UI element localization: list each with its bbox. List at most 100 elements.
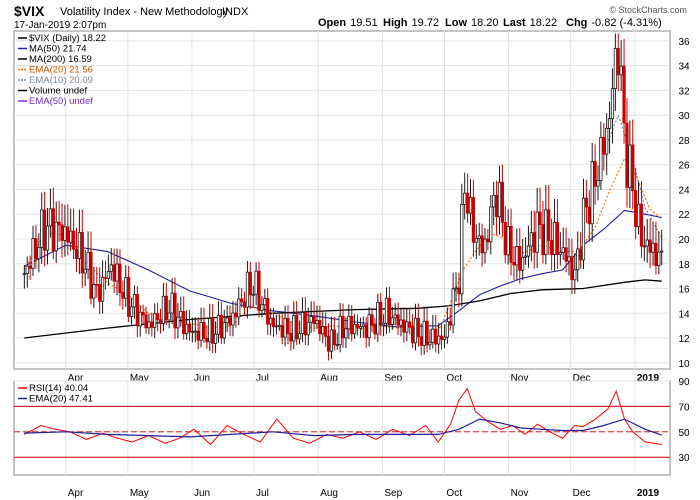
price-candle-body (63, 226, 67, 241)
price-candle-body (338, 315, 342, 345)
price-candle-body (292, 315, 296, 342)
price-candle-body (532, 232, 536, 253)
price-candle-body (445, 321, 449, 338)
price-candle-body (364, 324, 368, 338)
rsi-x-tick-label: Dec (573, 488, 591, 499)
price-candle-body (425, 320, 429, 346)
price-candle-body (141, 311, 145, 316)
quote-high: High 19.72 (383, 17, 439, 29)
price-candle-body (579, 248, 583, 261)
price-candle-body (45, 225, 50, 251)
price-candle-body (54, 221, 58, 252)
price-candle-body (260, 304, 264, 311)
price-candle-body (132, 294, 137, 308)
price-candle-body (164, 295, 168, 321)
quote-value: 19.51 (350, 17, 378, 29)
legend-label-ema20: EMA(20) 21.56 (29, 65, 93, 76)
price-y-tick-label: 14 (678, 309, 690, 320)
quote-low: Low 18.20 (445, 17, 499, 29)
price-candle-body (518, 246, 522, 271)
price-candle-body (344, 328, 348, 339)
legend-label-ema10: EMA(10) 20.09 (29, 75, 93, 86)
price-candle-body (402, 319, 406, 333)
price-candle-body (309, 316, 313, 323)
price-candle-body (544, 209, 548, 256)
price-candle-body (225, 317, 229, 323)
price-candle-body (468, 197, 473, 214)
price-candle-body (43, 209, 47, 251)
price-candles (22, 33, 664, 361)
price-candle-body (263, 298, 267, 306)
price-y-tick-label: 22 (678, 210, 690, 221)
rsi-x-tick-label: Nov (511, 488, 529, 499)
price-y-tick-label: 26 (678, 161, 690, 172)
price-candle-body (547, 209, 551, 241)
price-candle-body (573, 269, 577, 281)
price-candle-body (295, 315, 299, 340)
price-candle-body (384, 297, 389, 324)
price-y-tick-label: 12 (678, 334, 690, 345)
price-candle-body (437, 335, 441, 345)
price-candle-body (318, 319, 322, 335)
price-candle-body (60, 224, 64, 241)
price-candle-body (613, 48, 617, 89)
price-candle-body (112, 264, 116, 282)
price-candle-body (561, 247, 565, 253)
price-candle-body (494, 195, 499, 218)
rsi-x-axis: Apr May Jun Jul Aug Sep Oct Nov Dec 2019 (68, 488, 660, 499)
price-candle-body (460, 203, 464, 295)
price-candle-body (297, 333, 302, 340)
price-candle-body (350, 315, 354, 335)
price-candle-body (69, 230, 73, 243)
price-candle-body (521, 256, 525, 271)
price-candle-body (584, 197, 588, 208)
quote-label: High (383, 17, 408, 29)
price-candle-body (57, 221, 61, 226)
price-candle-body (312, 316, 316, 325)
price-candle-body (216, 314, 221, 335)
quote-label: Low (445, 17, 467, 29)
symbol: $VIX (14, 3, 45, 19)
price-y-tick-label: 30 (678, 111, 690, 122)
price-candle-body (118, 263, 122, 294)
price-candle-body (654, 242, 658, 267)
price-x-tick-label: Apr (68, 373, 84, 384)
price-candle-body (300, 312, 305, 335)
price-candle-body (277, 325, 281, 327)
price-x-tick-label: Dec (573, 373, 591, 384)
price-candle-body (205, 337, 209, 343)
price-candle-body (619, 65, 623, 76)
price-candle-body (28, 265, 32, 269)
price-y-axis: 10 12 14 16 18 20 22 24 26 28 30 32 34 36 (678, 37, 690, 370)
price-candle-body (399, 319, 403, 326)
price-candle-body (138, 311, 142, 327)
price-candle-body (167, 312, 171, 321)
price-candle-body (590, 161, 594, 225)
price-candle-body (497, 181, 502, 218)
price-candle-body (219, 314, 223, 339)
price-candle-body (593, 161, 597, 187)
rsi-x-tick-label: Aug (320, 488, 338, 499)
price-candle-body (541, 224, 545, 256)
price-candle-body (182, 311, 186, 335)
copyright: © StockCharts.com (609, 5, 687, 15)
price-candle-body (448, 321, 452, 326)
legend-label-price: $VIX (Daily) 18.22 (29, 33, 106, 44)
price-candle-body (135, 294, 139, 327)
series-rsi_ema-line (24, 418, 662, 438)
price-x-tick-label: May (130, 373, 149, 384)
price-candle-body (303, 312, 307, 336)
price-candle-body (361, 324, 365, 327)
price-candle-body (526, 245, 531, 257)
price-candle-body (213, 333, 218, 344)
price-candle-body (74, 248, 79, 259)
quote-open: Open 19.51 (318, 17, 378, 29)
price-candle-body (625, 122, 629, 188)
price-candle-body (581, 197, 586, 261)
price-candle-body (610, 88, 615, 120)
price-candle-body (471, 197, 476, 243)
price-candle-body (408, 321, 412, 328)
price-candle-body (80, 232, 84, 274)
price-candle-body (648, 239, 652, 253)
